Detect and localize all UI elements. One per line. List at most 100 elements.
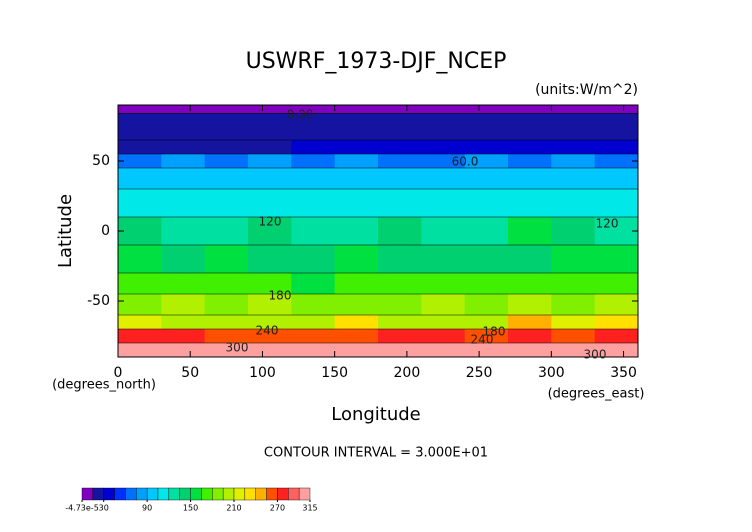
x-tick-label: 50 — [181, 365, 199, 381]
field-cell — [551, 140, 596, 155]
field-cell — [118, 105, 162, 114]
field-cell — [464, 245, 509, 274]
field-cell — [204, 105, 249, 114]
field-cell — [508, 273, 552, 295]
colorbar-box — [222, 487, 235, 501]
x-unit-label: (degrees_east) — [548, 387, 645, 402]
field-cell — [118, 245, 162, 274]
field-cell — [161, 154, 206, 169]
colorbar-tick-label: 270 — [270, 504, 285, 513]
field-cell — [291, 140, 336, 155]
field-cell — [161, 343, 206, 358]
field-cell — [291, 329, 336, 344]
colorbar-box — [266, 487, 278, 501]
field-cell — [118, 154, 162, 169]
field-cell — [161, 105, 206, 114]
field-cell — [161, 189, 206, 218]
contour-label: 180 — [483, 325, 506, 339]
field-cell — [594, 113, 639, 141]
field-cell — [248, 315, 292, 330]
field-cell — [508, 105, 552, 114]
x-tick-label: 300 — [538, 365, 565, 381]
field-cell — [594, 294, 639, 316]
field-cell — [551, 113, 596, 141]
colorbar-tick-label: 90 — [142, 504, 152, 513]
field-cell — [118, 168, 162, 190]
colorbar-tick-label: 150 — [183, 504, 198, 513]
colorbar-box — [298, 487, 311, 501]
colorbar-box — [288, 487, 300, 501]
field-cell — [508, 329, 552, 344]
field-cell — [594, 168, 639, 190]
chart-title: USWRF_1973-DJF_NCEP — [246, 49, 507, 74]
field-cell — [508, 294, 552, 316]
field-cell — [421, 140, 466, 155]
field-cell — [291, 294, 336, 316]
field-cell — [118, 140, 162, 155]
field-cell — [551, 105, 596, 114]
colorbar-box — [157, 487, 170, 501]
field-cell — [551, 245, 596, 274]
field-cell — [508, 245, 552, 274]
field-cell — [291, 245, 336, 274]
field-cell — [508, 113, 552, 141]
field-cell — [594, 217, 639, 246]
field-cell — [594, 105, 639, 114]
colorbar-box — [136, 487, 148, 501]
field-cell — [161, 273, 206, 295]
field-cell — [161, 329, 206, 344]
contour-label: 120 — [259, 215, 282, 229]
x-tick-label: 350 — [610, 365, 637, 381]
field-cell — [594, 315, 639, 330]
field-cell — [551, 168, 596, 190]
field-cell — [551, 294, 596, 316]
x-tick-label: 0 — [114, 365, 123, 381]
field-cell — [594, 154, 639, 169]
colorbar-box — [233, 487, 246, 501]
field-cell — [334, 113, 379, 141]
field-cell — [421, 329, 466, 344]
field-cell — [421, 343, 466, 358]
field-cell — [464, 329, 509, 344]
field-cell — [464, 189, 509, 218]
field-cell — [378, 189, 422, 218]
field-cell — [551, 315, 596, 330]
colorbar-box — [244, 487, 256, 501]
field-cell — [421, 168, 466, 190]
field-cell — [248, 113, 292, 141]
field-cell — [464, 343, 509, 358]
field-cell — [594, 273, 639, 295]
field-cell — [378, 154, 422, 169]
field-cell — [291, 315, 336, 330]
field-cell — [421, 217, 466, 246]
field-cell — [378, 140, 422, 155]
field-cell — [334, 273, 379, 295]
field-cell — [508, 217, 552, 246]
field-cell — [204, 113, 249, 141]
field-cell — [291, 343, 336, 358]
field-cell — [204, 329, 249, 344]
field-cell — [291, 113, 336, 141]
y-axis-title: Latitude — [55, 194, 76, 268]
colorbar-box — [168, 487, 180, 501]
field-cell — [464, 168, 509, 190]
field-cell — [334, 294, 379, 316]
field-cell — [594, 343, 639, 358]
field-cell — [421, 315, 466, 330]
field-cell — [594, 140, 639, 155]
field-cell — [204, 273, 249, 295]
field-cell — [118, 329, 162, 344]
field-cell — [421, 105, 466, 114]
colorbar-tick-label: 30 — [99, 504, 109, 513]
field-cell — [334, 315, 379, 330]
x-tick-label: 100 — [249, 365, 276, 381]
y-unit-label: (degrees_north) — [52, 378, 156, 393]
field-cell — [248, 245, 292, 274]
field-cell — [204, 168, 249, 190]
field-cell — [291, 105, 336, 114]
field-cell — [551, 273, 596, 295]
field-cell — [421, 245, 466, 274]
field-cell — [334, 140, 379, 155]
field-cell — [378, 217, 422, 246]
colorbar-box — [146, 487, 159, 501]
